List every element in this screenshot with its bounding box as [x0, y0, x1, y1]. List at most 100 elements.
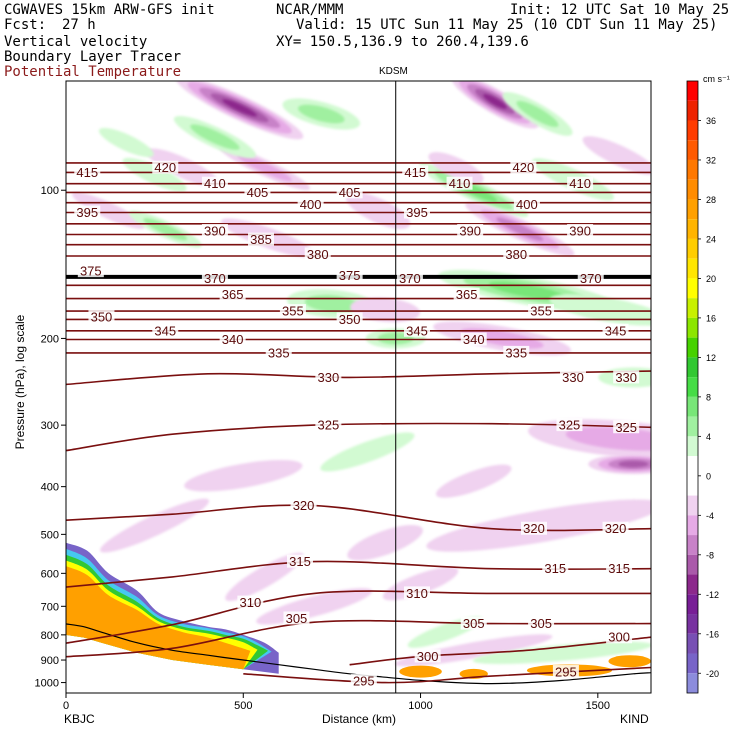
theta-label-15: 350: [91, 310, 113, 325]
theta-label-16: 345: [154, 323, 176, 338]
theta-label-8: 385: [250, 232, 272, 247]
theta-label-bg-47: [613, 420, 640, 434]
theta-contour-295: [243, 666, 651, 684]
colorbar-tick-label-3: 24: [706, 234, 716, 244]
plot-frame: [65, 80, 652, 694]
theta-label-bg-1: [152, 160, 179, 174]
theta-label-39: 355: [530, 304, 552, 319]
x-tick-label-0: 0: [63, 700, 69, 712]
theta-label-36: 370: [399, 271, 421, 286]
theta-contour-320: [66, 504, 651, 532]
colorbar-bin-3: [687, 140, 698, 160]
theta-label-bg-51: [606, 561, 633, 575]
w-blob-6-level-0: [72, 192, 145, 229]
theta-label-18: 350: [339, 312, 361, 327]
theta-label-4: 395: [76, 205, 98, 220]
colorbar-bin-28: [687, 653, 698, 674]
colorbar-bin-17: [687, 416, 698, 437]
theta-label-17: 340: [222, 332, 244, 347]
w-blob-32-level-0: [225, 552, 304, 602]
y-tick-label-1000: 1000: [35, 678, 59, 690]
w-blob-15-level-0: [582, 136, 651, 175]
left-station-label: KBJC: [64, 712, 95, 726]
theta-label-bg-24: [237, 595, 264, 609]
theta-label-bg-4: [74, 205, 101, 219]
theta-label-49: 320: [605, 521, 627, 536]
colorbar-bin-16: [687, 396, 698, 417]
x-tick-label-500: 500: [234, 700, 252, 712]
w-blob-10-level-4: [483, 94, 507, 109]
cross-section-endpoints: XY= 150.5,136.9 to 260.4,139.6: [276, 34, 529, 50]
theta-label-20: 330: [318, 370, 340, 385]
w-blob-21-level-0: [350, 297, 420, 323]
w-blob-3-level-0: [146, 148, 220, 187]
theta-label-bg-25: [283, 611, 310, 625]
theta-label-33: 400: [516, 197, 538, 212]
colorbar-bin-22: [687, 535, 698, 555]
colorbar-bin-8: [687, 238, 698, 259]
colorbar-tick-label-5: 16: [706, 313, 716, 323]
colorbar-bin-19: [687, 456, 698, 496]
theta-label-44: 330: [562, 370, 584, 385]
colorbar-bin-0: [687, 81, 698, 101]
theta-label-bg-38: [577, 271, 604, 285]
colorbar-bin-26: [687, 614, 698, 634]
colorbar-tick-label-12: -12: [706, 590, 719, 600]
theta-label-bg-16: [152, 323, 179, 337]
theta-contour-310: [66, 590, 651, 644]
colorbar-tick-label-4: 20: [706, 274, 716, 284]
w-blob-18-level-2: [488, 281, 565, 300]
theta-label-bg-34: [567, 223, 594, 237]
colorbar-bin-4: [687, 159, 698, 180]
theta-label-bg-14: [279, 304, 306, 318]
field-vertical-velocity: Vertical velocity: [4, 34, 148, 50]
theta-label-bg-27: [402, 165, 429, 179]
colorbar-bin-27: [687, 633, 698, 654]
theta-label-bg-9: [304, 247, 331, 261]
right-station-label: KIND: [620, 712, 649, 726]
organization: NCAR/MMM: [276, 2, 344, 18]
theta-contour-300: [349, 636, 651, 666]
theta-label-bg-40: [404, 323, 430, 337]
theta-label-30: 410: [569, 176, 591, 191]
y-tick-label-500: 500: [41, 529, 59, 541]
tracer-east-blob-3: [608, 655, 651, 668]
y-tick-label-100: 100: [41, 185, 59, 197]
theta-label-bg-39: [528, 304, 555, 318]
w-blob-11-level-1: [516, 100, 559, 128]
theta-label-bg-31: [404, 205, 430, 219]
theta-label-28: 410: [449, 176, 471, 191]
theta-label-bg-15: [88, 310, 115, 324]
theta-label-bg-18: [336, 312, 363, 326]
theta-contour-330: [66, 370, 651, 386]
theta-label-bg-21: [315, 418, 342, 432]
w-blob-19-level-0: [549, 294, 651, 326]
theta-label-bg-37: [453, 287, 480, 301]
colorbar-tick-label-9: 0: [706, 471, 711, 481]
theta-label-23: 315: [289, 554, 311, 569]
theta-label-56: 300: [417, 649, 439, 664]
colorbar-bin-10: [687, 278, 698, 299]
colorbar-bin-2: [687, 120, 698, 141]
theta-label-bg-8: [248, 232, 274, 246]
theta-label-0: 415: [76, 165, 98, 180]
mid-station-label: KDSM: [379, 66, 408, 77]
y-tick-label-800: 800: [41, 630, 59, 642]
theta-label-22: 320: [293, 498, 315, 513]
theta-label-31: 395: [406, 205, 428, 220]
colorbar-tick-label-11: -8: [706, 550, 714, 560]
colorbar-bin-6: [687, 199, 698, 220]
model-title: CGWAVES 15km ARW-GFS init: [4, 2, 215, 18]
theta-label-bg-2: [201, 176, 228, 190]
theta-label-12: 365: [222, 287, 244, 302]
theta-label-bg-12: [219, 287, 246, 301]
init-time: Init: 12 UTC Sat 10 May 25: [510, 2, 730, 18]
colorbar-bin-23: [687, 554, 698, 575]
w-blob-5-level-0: [98, 127, 154, 158]
theta-label-bg-19: [265, 345, 292, 359]
colorbar-tick-label-1: 32: [706, 155, 716, 165]
colorbar-tick-label-14: -20: [706, 669, 719, 679]
theta-label-bg-26: [350, 674, 377, 688]
theta-label-14: 355: [282, 304, 304, 319]
theta-label-38: 370: [580, 271, 602, 286]
